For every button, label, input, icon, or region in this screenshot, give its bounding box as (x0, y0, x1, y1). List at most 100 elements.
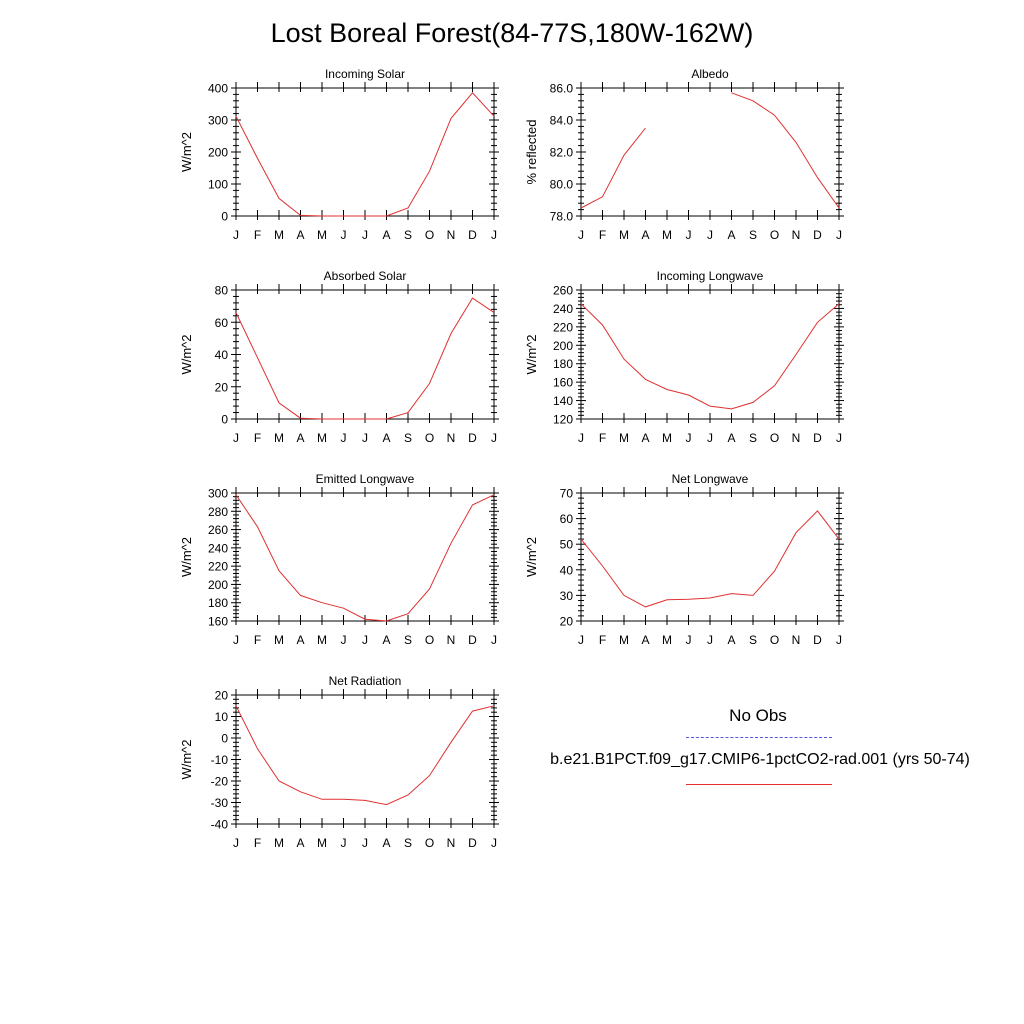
x-tick-label: F (254, 228, 261, 242)
y-tick-label: -40 (211, 818, 229, 832)
series-line (731, 92, 840, 209)
y-axis-label: W/m^2 (524, 334, 539, 374)
y-tick-label: -30 (211, 796, 229, 810)
panel-2: J F M A M J J A S O N D J78.080.082.084.086.0Albedo%… (524, 67, 844, 242)
x-tick-label: M (274, 228, 284, 242)
panel-title: Absorbed Solar (324, 269, 407, 283)
y-axis-label: % reflected (524, 119, 539, 184)
y-tick-label: 84.0 (550, 114, 574, 128)
legend-model-label: b.e21.B1PCT.f09_g17.CMIP6-1pctCO2-rad.00… (550, 751, 970, 768)
y-tick-label: 220 (553, 320, 573, 334)
x-tick-label: O (770, 633, 779, 647)
x-tick-label: J (362, 633, 368, 647)
x-tick-label: A (296, 228, 304, 242)
x-tick-label: J (707, 228, 713, 242)
y-tick-label: 10 (215, 710, 229, 724)
x-tick-label: S (404, 836, 412, 850)
y-tick-label: 180 (208, 596, 228, 610)
plot-frame (235, 492, 495, 622)
y-axis-label: W/m^2 (179, 132, 194, 172)
x-tick-label: A (727, 431, 735, 445)
y-tick-label: 100 (208, 178, 228, 192)
y-tick-label: 86.0 (550, 82, 574, 96)
x-tick-label: D (813, 431, 822, 445)
series-line (580, 127, 646, 209)
x-tick-label: A (296, 633, 304, 647)
x-tick-label: A (296, 836, 304, 850)
y-tick-label: 200 (208, 578, 228, 592)
y-tick-label: 140 (553, 394, 573, 408)
series-line (580, 303, 840, 410)
legend-model-line (686, 784, 832, 785)
y-tick-label: 220 (208, 560, 228, 574)
y-tick-label: 280 (208, 505, 228, 519)
x-tick-label: O (425, 228, 434, 242)
x-tick-label: M (274, 431, 284, 445)
x-tick-label: S (749, 431, 757, 445)
x-tick-label: A (382, 431, 390, 445)
plot-frame (580, 87, 840, 217)
y-tick-label: 40 (215, 348, 229, 362)
y-tick-label: 160 (208, 615, 228, 629)
y-axis-label: W/m^2 (179, 537, 194, 577)
x-tick-label: J (341, 836, 347, 850)
x-tick-label: D (813, 633, 822, 647)
x-tick-label: J (233, 633, 239, 647)
y-tick-label: 78.0 (550, 210, 574, 224)
panel-title: Incoming Longwave (657, 269, 764, 283)
x-tick-label: D (813, 228, 822, 242)
x-tick-label: F (254, 633, 261, 647)
x-tick-label: J (362, 836, 368, 850)
y-tick-label: 20 (215, 689, 229, 703)
x-tick-label: J (836, 431, 842, 445)
x-tick-label: M (274, 633, 284, 647)
y-tick-label: 260 (208, 523, 228, 537)
y-tick-label: 82.0 (550, 146, 574, 160)
x-tick-label: J (686, 431, 692, 445)
x-tick-label: J (707, 633, 713, 647)
x-tick-label: M (619, 228, 629, 242)
y-tick-label: 20 (215, 380, 229, 394)
x-tick-label: J (362, 431, 368, 445)
x-tick-label: O (425, 836, 434, 850)
y-tick-label: 240 (553, 302, 573, 316)
x-tick-label: J (233, 228, 239, 242)
x-tick-label: S (404, 431, 412, 445)
x-tick-label: O (770, 431, 779, 445)
x-tick-label: N (447, 633, 456, 647)
figure-title: Lost Boreal Forest(84-77S,180W-162W) (270, 18, 754, 48)
y-axis-label: W/m^2 (524, 537, 539, 577)
x-tick-label: N (447, 431, 456, 445)
x-tick-label: A (382, 228, 390, 242)
x-tick-label: A (727, 633, 735, 647)
x-tick-label: A (641, 228, 649, 242)
x-tick-label: M (662, 633, 672, 647)
series-line (235, 92, 495, 217)
x-tick-label: N (447, 836, 456, 850)
y-tick-label: 200 (553, 339, 573, 353)
series-line (580, 510, 840, 608)
legend-obs-line (686, 737, 832, 738)
x-tick-label: M (317, 228, 327, 242)
x-tick-label: D (468, 431, 477, 445)
y-tick-label: 400 (208, 82, 228, 96)
plot-frame (235, 87, 495, 217)
x-tick-label: A (641, 431, 649, 445)
y-tick-label: 120 (553, 413, 573, 427)
series-line (235, 297, 495, 420)
y-tick-label: 80.0 (550, 178, 574, 192)
x-tick-label: D (468, 836, 477, 850)
x-tick-label: S (749, 633, 757, 647)
y-tick-label: 240 (208, 541, 228, 555)
x-tick-label: M (317, 836, 327, 850)
y-tick-label: 20 (560, 615, 574, 629)
x-tick-label: J (686, 633, 692, 647)
series-line (235, 494, 495, 622)
x-tick-label: J (491, 836, 497, 850)
x-tick-label: J (491, 633, 497, 647)
x-tick-label: J (491, 228, 497, 242)
panel-title: Emitted Longwave (316, 472, 415, 486)
